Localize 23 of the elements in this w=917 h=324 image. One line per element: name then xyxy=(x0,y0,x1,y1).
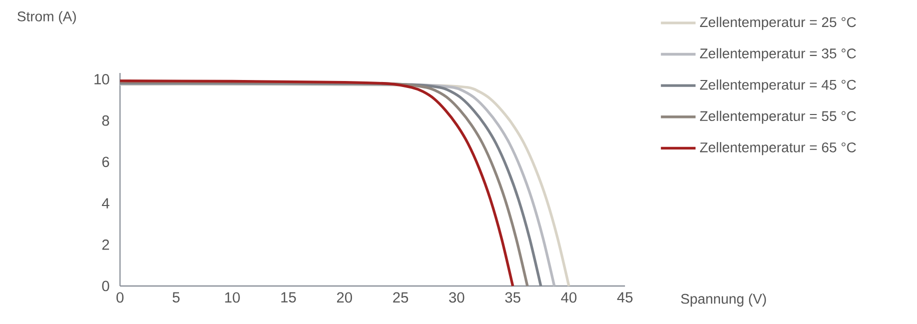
legend-label: Zellentemperatur = 65 °C xyxy=(700,142,856,156)
legend-label: Zellentemperatur = 25 °C xyxy=(700,16,856,30)
legend-label: Zellentemperatur = 35 °C xyxy=(700,48,856,62)
y-tick-label: 2 xyxy=(102,240,110,250)
y-tick-label: 4 xyxy=(102,198,110,208)
legend-label: Zellentemperatur = 45 °C xyxy=(700,79,856,92)
y-axis-title: Strom (A) xyxy=(18,11,76,24)
x-tick-label: 10 xyxy=(225,292,240,303)
y-tick-label: 6 xyxy=(102,156,110,168)
x-tick-label: 25 xyxy=(393,292,408,303)
y-tick-label: 8 xyxy=(102,115,110,126)
x-tick-label: 35 xyxy=(505,292,520,303)
legend-label: Zellentemperatur = 55 °C xyxy=(700,110,856,124)
x-tick-label: 45 xyxy=(617,292,633,302)
y-tick-label: 0 xyxy=(102,280,110,292)
x-tick-label: 30 xyxy=(449,292,464,303)
x-tick-label: 0 xyxy=(116,292,124,303)
x-tick-label: 20 xyxy=(337,292,352,303)
y-tick-label: 10 xyxy=(94,74,110,84)
x-axis-title: Spannung (V) xyxy=(681,294,766,307)
x-tick-label: 15 xyxy=(281,292,296,302)
x-tick-label: 5 xyxy=(172,292,180,302)
x-tick-label: 40 xyxy=(561,292,576,303)
